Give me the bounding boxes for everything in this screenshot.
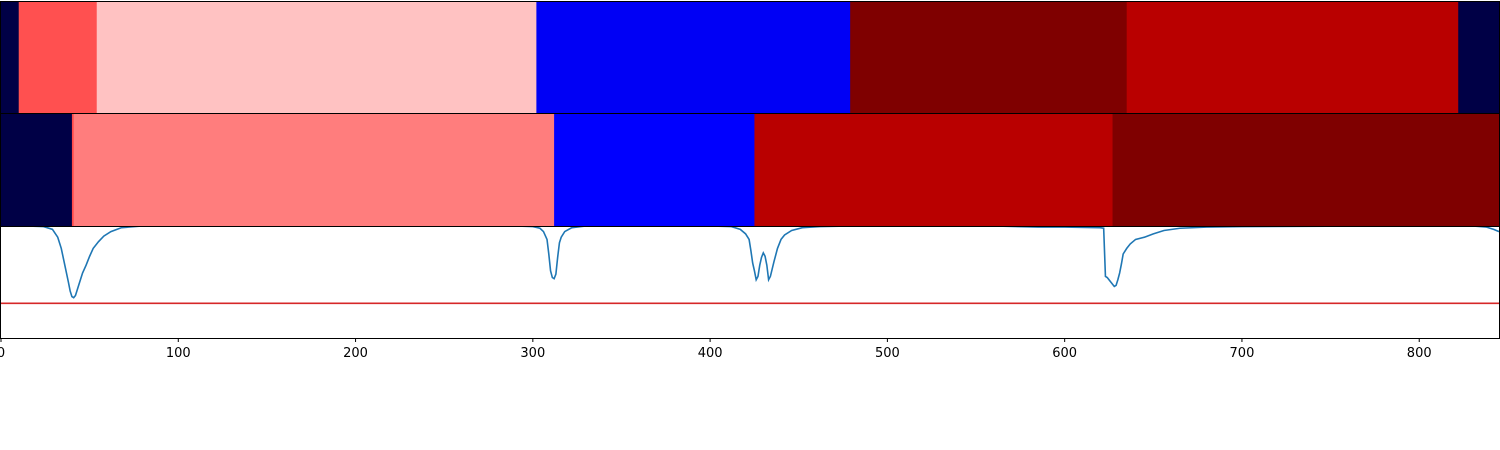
heatmap-segment	[96, 1, 537, 113]
x-tick-label: 400	[698, 346, 723, 361]
x-axis: 0 100 200 300 400 500 600 700 800	[0, 338, 1432, 361]
heatmap-segment	[1458, 1, 1500, 113]
heatmap-segment	[1, 1, 20, 113]
signal-line	[1, 226, 1500, 299]
x-tick-label: 300	[520, 346, 545, 361]
heatmap-segment	[536, 1, 851, 113]
x-tick-label: 0	[0, 346, 5, 361]
heatmap-segment	[1112, 113, 1500, 226]
heatmap-segment	[73, 113, 555, 226]
x-tick-label: 200	[343, 346, 368, 361]
heatmap-segment	[1126, 1, 1459, 113]
x-tick-label: 700	[1230, 346, 1255, 361]
heatmap-panel-middle	[0, 113, 1500, 227]
heatmap-segment	[754, 113, 1114, 226]
x-tick-label: 100	[166, 346, 191, 361]
heatmap-segment	[71, 113, 75, 226]
heatmap-segment	[18, 1, 98, 113]
line-plot-panel	[0, 226, 1500, 339]
heatmap-segment	[1, 113, 73, 226]
x-tick-label: 600	[1052, 346, 1077, 361]
heatmap-segment	[554, 113, 755, 226]
x-tick-label: 500	[875, 346, 900, 361]
heatmap-panel-top	[0, 1, 1500, 114]
x-tick-label: 800	[1407, 346, 1432, 361]
heatmap-segment	[850, 1, 1128, 113]
